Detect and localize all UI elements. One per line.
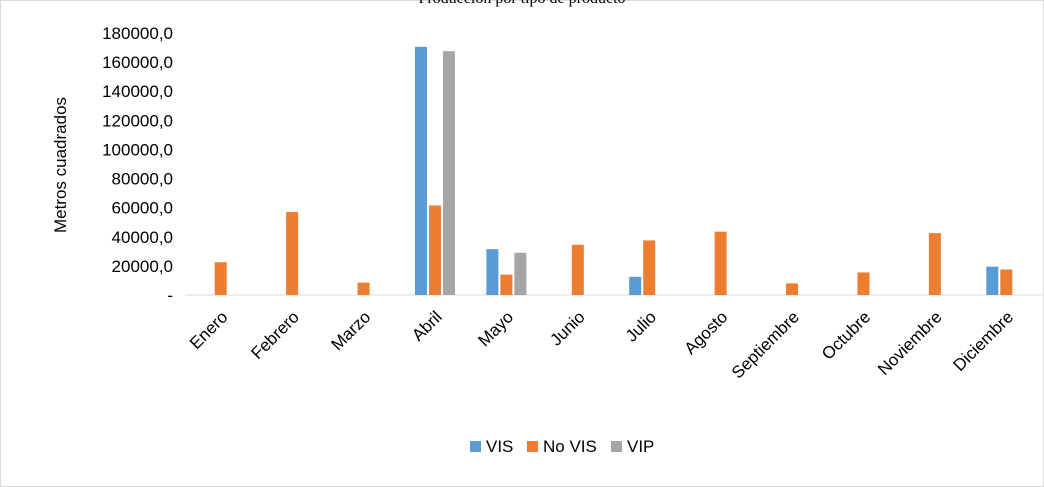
y-tick-label: 60000,0	[112, 199, 173, 218]
legend-swatch	[611, 441, 622, 452]
bar-vis-julio	[629, 276, 642, 295]
y-tick-label: 80000,0	[112, 170, 173, 189]
bar-no-vis-marzo	[357, 282, 370, 295]
x-tick-label: Octubre	[818, 307, 874, 363]
x-tick-label: Marzo	[328, 307, 375, 354]
legend-item-vip: VIP	[611, 437, 654, 456]
x-tick-label: Enero	[186, 307, 232, 353]
bar-no-vis-junio	[571, 244, 584, 295]
bar-no-vis-julio	[643, 240, 656, 295]
y-tick-label: 100000,0	[102, 140, 173, 159]
chart-title: Producción por tipo de producto	[0, 0, 1044, 8]
y-tick-label: 120000,0	[102, 111, 173, 130]
bar-no-vis-septiembre	[786, 283, 799, 295]
legend-label: No VIS	[543, 437, 597, 456]
bar-no-vis-febrero	[286, 212, 299, 295]
x-tick-label: Noviembre	[874, 307, 946, 379]
legend-item-no-vis: No VIS	[527, 437, 597, 456]
y-tick-label: 40000,0	[112, 228, 173, 247]
legend-swatch	[470, 441, 481, 452]
y-tick-label: 20000,0	[112, 257, 173, 276]
bar-no-vis-abril	[428, 205, 441, 295]
x-tick-label: Diciembre	[950, 307, 1018, 375]
y-tick-label: -	[167, 286, 173, 305]
x-tick-label: Febrero	[247, 307, 303, 363]
legend-item-vis: VIS	[470, 437, 513, 456]
x-tick-label: Septiembre	[728, 307, 803, 382]
legend-label: VIP	[627, 437, 654, 456]
x-tick-label: Agosto	[681, 307, 732, 358]
bar-vis-mayo	[486, 249, 499, 295]
x-tick-label: Junio	[546, 307, 588, 349]
bar-no-vis-mayo	[500, 274, 513, 295]
bar-vip-mayo	[514, 252, 527, 295]
bar-no-vis-noviembre	[928, 233, 941, 295]
bar-vip-abril	[442, 51, 455, 295]
legend-label: VIS	[486, 437, 513, 456]
bar-no-vis-diciembre	[1000, 269, 1013, 295]
bar-no-vis-octubre	[857, 272, 870, 295]
bar-no-vis-agosto	[714, 231, 727, 295]
y-tick-label: 140000,0	[102, 82, 173, 101]
x-tick-label: Mayo	[474, 307, 517, 350]
bar-no-vis-enero	[214, 262, 227, 295]
x-tick-label: Julio	[622, 307, 660, 345]
y-tick-label: 180000,0	[102, 24, 173, 43]
bar-vis-abril	[414, 46, 427, 296]
bar-vis-diciembre	[986, 266, 999, 295]
y-tick-label: 160000,0	[102, 53, 173, 72]
y-axis-label: Metros cuadrados	[51, 97, 70, 233]
legend-swatch	[527, 441, 538, 452]
x-tick-label: Abril	[408, 307, 445, 344]
